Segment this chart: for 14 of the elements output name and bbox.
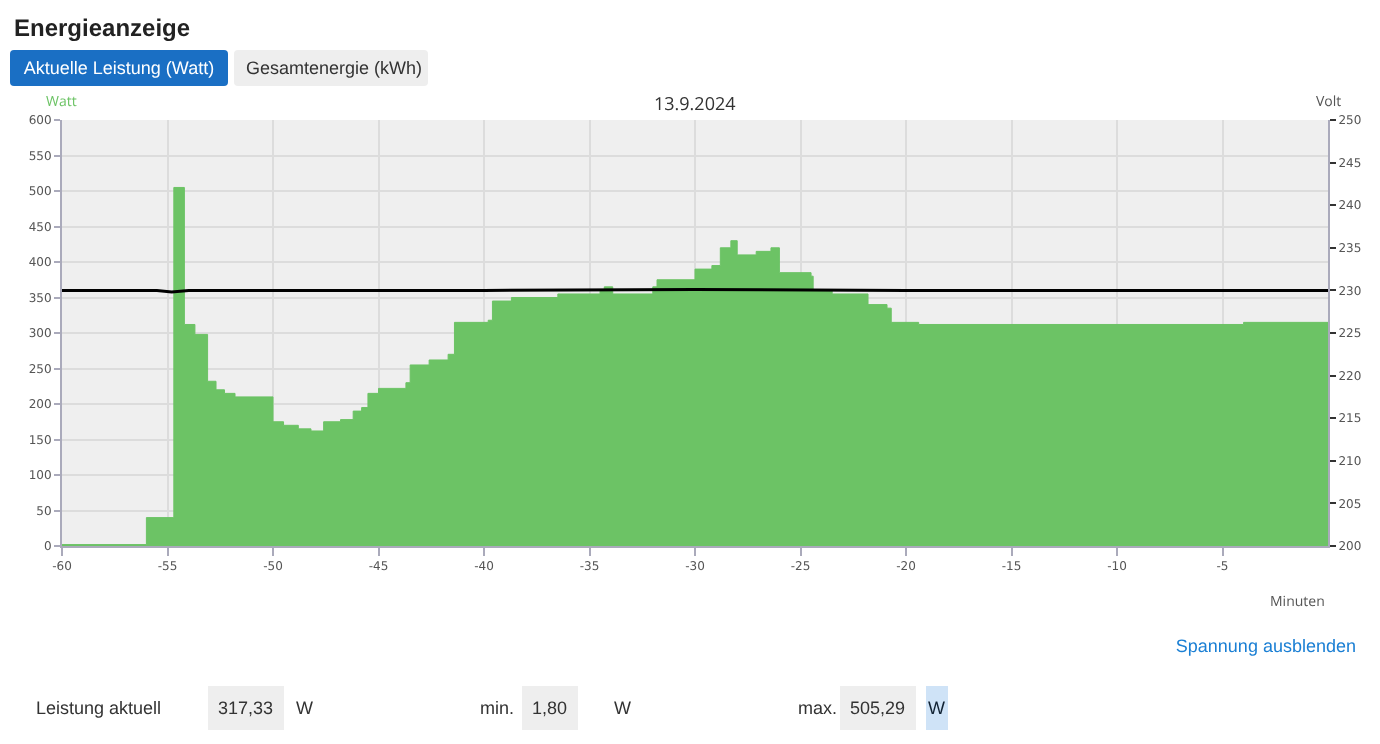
text: 317,33 bbox=[208, 686, 284, 730]
text: Leistung aktuell bbox=[36, 696, 162, 722]
text: 1,80 bbox=[522, 686, 578, 730]
text: W bbox=[614, 696, 631, 722]
text: W bbox=[926, 686, 947, 730]
text: Spannung ausblenden bbox=[1175, 636, 1356, 656]
text: Gesamtenergie (kWh) bbox=[234, 50, 428, 86]
chart-subtitle: 13.9.2024 bbox=[654, 90, 736, 116]
text: 505,29 bbox=[840, 686, 916, 730]
text: Aktuelle Leistung (Watt) bbox=[10, 50, 228, 86]
chart-title: Energieanzeige bbox=[14, 14, 191, 42]
text: max. bbox=[798, 696, 838, 722]
text: W bbox=[296, 696, 313, 722]
text: min. bbox=[480, 696, 515, 722]
